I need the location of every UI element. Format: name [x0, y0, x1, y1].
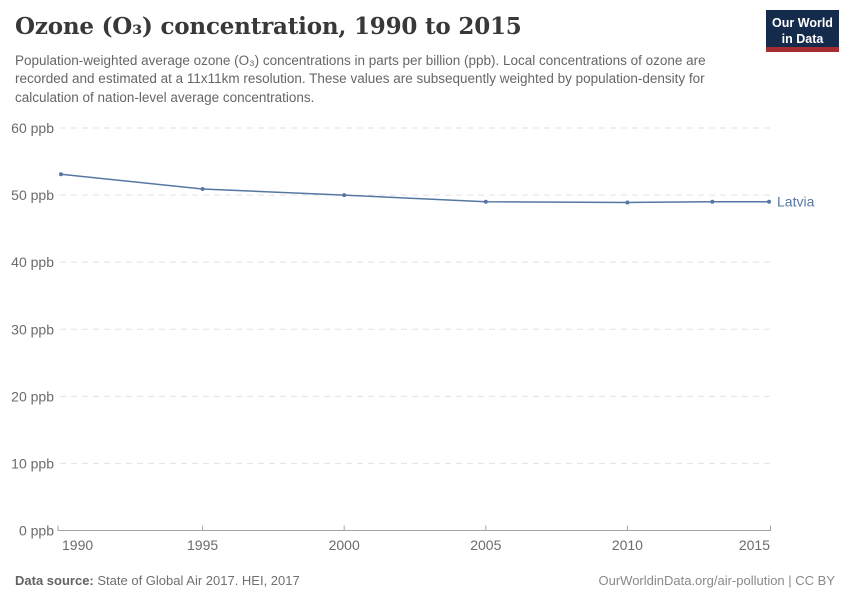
data-source-text: State of Global Air 2017. HEI, 2017	[97, 573, 300, 588]
y-tick-label: 50 ppb	[11, 187, 54, 203]
data-source: Data source: State of Global Air 2017. H…	[15, 573, 300, 588]
y-tick-label: 10 ppb	[11, 455, 54, 471]
data-point[interactable]	[483, 199, 488, 204]
owid-logo-line1: Our World	[772, 16, 833, 30]
data-point[interactable]	[625, 200, 630, 205]
data-point[interactable]	[342, 193, 347, 198]
data-point[interactable]	[200, 187, 205, 192]
x-axis-tick-marks	[202, 525, 628, 531]
x-tick-label: 2000	[329, 537, 360, 553]
owid-credit-link[interactable]: OurWorldinData.org/air-pollution | CC BY	[598, 573, 835, 588]
x-tick-label: 2005	[470, 537, 501, 553]
x-axis-tick-labels: 1990 1995 2000 2005 2010 2015	[62, 537, 770, 553]
data-source-label: Data source:	[15, 573, 94, 588]
y-tick-label: 30 ppb	[11, 321, 54, 337]
owid-logo[interactable]: Our World in Data	[766, 10, 839, 52]
y-tick-label: 40 ppb	[11, 254, 54, 270]
x-tick-label: 2015	[739, 537, 770, 553]
gridlines	[60, 127, 772, 464]
x-tick-label: 2010	[612, 537, 643, 553]
y-axis-tick-labels: 0 ppb 10 ppb 20 ppb 30 ppb 40 ppb 50 ppb 60 pp…	[11, 120, 54, 539]
data-point[interactable]	[767, 199, 771, 204]
page-title: Ozone (O₃) concentration, 1990 to 2015	[15, 13, 522, 40]
y-tick-label: 0 ppb	[19, 523, 54, 539]
footer: Data source: State of Global Air 2017. H…	[15, 573, 835, 588]
x-tick-label: 1995	[187, 537, 218, 553]
series-line[interactable]	[60, 173, 769, 204]
data-point[interactable]	[59, 172, 63, 177]
chart-subtitle: Population-weighted average ozone (O₃) c…	[15, 53, 706, 105]
data-point[interactable]	[710, 199, 715, 204]
owid-logo-line2: in Data	[781, 32, 824, 47]
y-tick-label: 60 ppb	[11, 120, 54, 136]
x-tick-label: 1990	[62, 537, 93, 553]
series-label[interactable]: Latvia	[777, 193, 815, 209]
x-axis-line	[57, 525, 771, 531]
y-tick-label: 20 ppb	[11, 388, 54, 404]
series-data-points[interactable]	[59, 172, 771, 205]
